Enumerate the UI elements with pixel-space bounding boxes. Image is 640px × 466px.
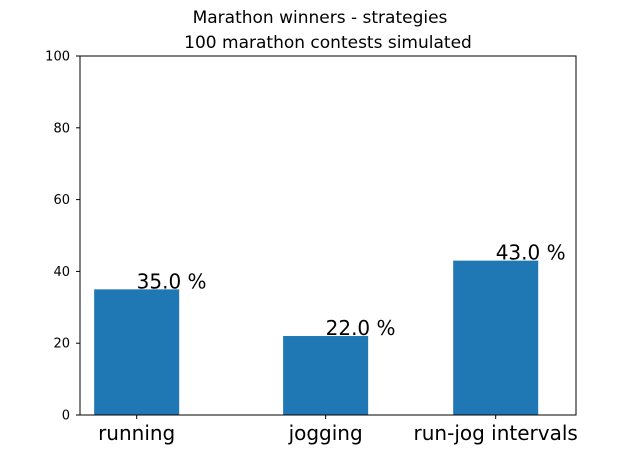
y-tick-label: 40 xyxy=(53,265,70,280)
y-tick-label: 60 xyxy=(53,193,70,208)
chart-suptitle: Marathon winners - strategies xyxy=(193,8,448,28)
bars xyxy=(94,260,539,415)
data-label: 43.0 % xyxy=(496,241,566,265)
y-tick-label: 100 xyxy=(45,50,70,65)
x-axis: running jogging run-jog intervals xyxy=(98,415,578,445)
y-tick-label: 0 xyxy=(62,409,70,424)
chart-title: 100 marathon contests simulated xyxy=(184,33,472,53)
y-tick-label: 20 xyxy=(53,337,70,352)
x-tick-label: run-jog intervals xyxy=(414,421,578,445)
bar xyxy=(283,336,369,415)
data-label: 22.0 % xyxy=(326,316,396,340)
x-tick-label: running xyxy=(98,421,175,445)
y-axis: 0 20 40 60 80 100 xyxy=(45,50,80,424)
bar xyxy=(94,289,180,415)
plot-frame xyxy=(79,55,577,416)
x-tick-label: jogging xyxy=(288,421,363,445)
y-tick-label: 80 xyxy=(53,121,70,136)
bar xyxy=(453,260,539,415)
data-labels: 35.0 % 22.0 % 43.0 % xyxy=(137,241,566,340)
data-label: 35.0 % xyxy=(137,269,207,293)
